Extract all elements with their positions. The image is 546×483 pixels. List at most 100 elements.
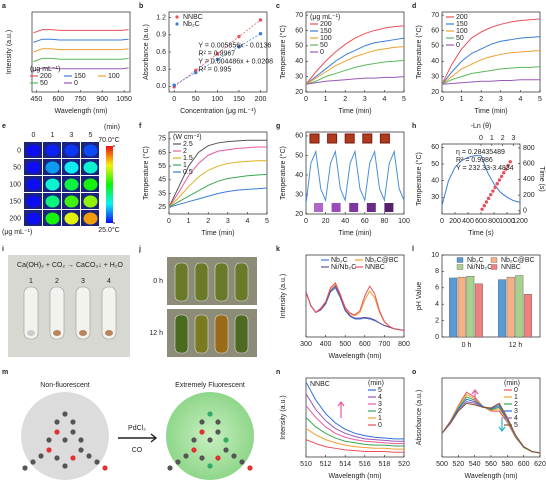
y-tick-label: 30 (295, 191, 303, 198)
x-axis-label: Concentration (μg mL⁻¹) (180, 108, 256, 115)
atom (22, 465, 28, 471)
atom (215, 429, 221, 435)
atom (183, 453, 189, 459)
y-tick-label: 40 (295, 58, 303, 65)
y-tick-label: 50 (295, 152, 303, 159)
colorbar (106, 146, 113, 223)
panel-label: f (139, 123, 142, 130)
x-tick-label: 200 (255, 96, 267, 103)
x-tick-label: 580 (501, 461, 513, 468)
y-tick-label: 60 (431, 144, 439, 151)
atom (94, 459, 100, 465)
x-tick-label: 500 (339, 341, 351, 348)
legend-label: 0 (514, 387, 518, 394)
x-tick-label: 600 (475, 218, 487, 225)
x-tick-label: 512 (320, 461, 332, 468)
tube (75, 286, 91, 340)
legend-label: Nb₂C (183, 21, 200, 28)
x-tick-label: 0 (304, 96, 308, 103)
atom (78, 437, 84, 443)
x-tick-label: 2 (479, 96, 483, 103)
y-axis-label: Absorbance (a.u.) (416, 390, 423, 446)
y-tick-label: 75 (158, 136, 166, 143)
legend-label: 1 (378, 415, 382, 422)
x-tick-label: 100 (212, 96, 224, 103)
heat-spot (45, 212, 60, 225)
y-tick-label: 0.6 (156, 49, 166, 56)
y-tick-label: 0.0 (156, 83, 166, 90)
x-axis-label: Wavelength (nm) (328, 353, 381, 360)
series-line (441, 36, 541, 85)
legend-label: 0 (74, 80, 78, 87)
legend-label: 3 (514, 408, 518, 415)
x-tick-label: 0 (172, 96, 176, 103)
y-tick-label: 8 (435, 268, 439, 275)
legend-label: 100 (108, 73, 120, 80)
atom (38, 453, 44, 459)
heat-spot (45, 195, 60, 208)
legend-title: (W cm⁻²) (173, 134, 202, 141)
legend-label: 100 (320, 35, 332, 42)
x-tick-label: 540 (469, 461, 481, 468)
y-tick-label: 10 (431, 252, 439, 259)
atom (207, 411, 213, 417)
legend-label: 0 (456, 42, 460, 49)
tube (214, 314, 229, 354)
atom (78, 447, 84, 453)
y2-tick-label: 400 (523, 176, 535, 183)
series-line (305, 417, 404, 447)
atom (46, 447, 52, 453)
series-line (168, 139, 267, 208)
point (237, 34, 241, 39)
x-tick-label: 5 (402, 96, 406, 103)
y-tick-label: 40 (431, 178, 439, 185)
legend-swatch (490, 264, 498, 270)
heat-spot (64, 161, 79, 174)
legend-label: 150 (74, 73, 86, 80)
y-tick-label: 60 (431, 27, 439, 34)
tube (194, 314, 209, 354)
heat-spot (26, 212, 41, 225)
x-tick-label: 2 (343, 96, 347, 103)
legend-label: Nb₂C@BC (501, 257, 535, 264)
atom (215, 455, 221, 461)
point (502, 171, 506, 175)
y-tick-label: 0.3 (156, 66, 166, 73)
series-line (33, 48, 129, 53)
x-tick-label: 5 (538, 96, 542, 103)
point (489, 192, 493, 197)
x-tick-label: 520 (452, 461, 464, 468)
y-axis-label: pH Value (416, 282, 423, 310)
legend-swatch (175, 22, 179, 26)
x2-tick-label: 3 (512, 135, 516, 142)
y-tick-label: 1.2 (156, 15, 166, 22)
left-label: Non-fluorescent (40, 382, 89, 389)
y-axis-label: Intensity (a.u.) (6, 30, 13, 74)
x-tick-label: 510 (300, 461, 312, 468)
x-tick-label: 100 (398, 218, 410, 225)
point (504, 167, 508, 171)
series-line (305, 405, 404, 445)
y-axis-label: Absorbance (a.u.) (143, 24, 150, 80)
panel-label: m (2, 369, 8, 376)
panel-label: g (276, 123, 280, 130)
sediment (53, 330, 61, 336)
x-tick-label: 750 (74, 96, 86, 103)
legend-label: 50 (40, 80, 48, 87)
x-tick-label: 5 (265, 218, 269, 225)
y2-tick-label: 600 (523, 161, 535, 168)
x-tick-label: 2 (206, 218, 210, 225)
legend-label: 0 (320, 49, 324, 56)
atom (30, 459, 36, 465)
x-tick-label: 400 (462, 218, 474, 225)
x-tick-label: 0 (440, 96, 444, 103)
x-tick-label: 1200 (512, 218, 528, 225)
series-line (33, 57, 129, 63)
tube (234, 314, 249, 354)
legend-title: (min) (504, 380, 520, 387)
panel-label: i (2, 246, 4, 253)
x-axis-label: Wavelength (nm) (54, 108, 107, 115)
y-tick-label: 70 (431, 12, 439, 19)
series-line (441, 396, 541, 454)
